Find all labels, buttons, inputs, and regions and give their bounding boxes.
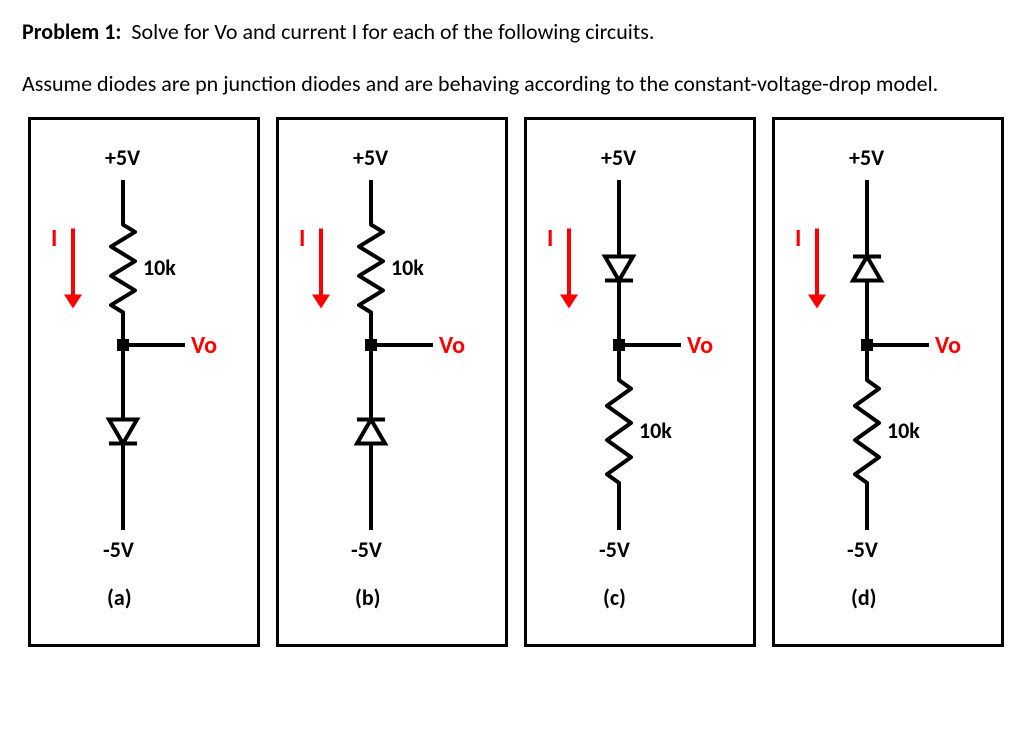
problem-title: Problem 1: Solve for Vo and current I fo…	[22, 18, 1002, 45]
current-label: I	[795, 224, 801, 253]
top-rail-label: +5V	[353, 144, 388, 171]
circuit-svg	[775, 120, 1001, 644]
bottom-rail-label: -5V	[103, 536, 134, 563]
vo-label: Vo	[935, 331, 961, 360]
circuit-panel-d: +5V -5V (d) I Vo 10k	[772, 117, 1004, 647]
resistor-label: 10k	[391, 254, 424, 281]
circuit-panel-c: +5V -5V (c) I Vo 10k	[524, 117, 756, 647]
panel-caption: (c)	[603, 584, 626, 611]
circuit-svg	[527, 120, 753, 644]
circuit-panel-a: +5V -5V (a) I Vo 10k	[28, 117, 260, 647]
bottom-rail-label: -5V	[847, 536, 878, 563]
vo-label: Vo	[687, 331, 713, 360]
current-label: I	[51, 224, 57, 253]
vo-label: Vo	[439, 331, 465, 360]
bottom-rail-label: -5V	[351, 536, 382, 563]
problem-statement: Solve for Vo and current I for each of t…	[131, 18, 654, 45]
top-rail-label: +5V	[105, 144, 140, 171]
resistor-label: 10k	[639, 417, 672, 444]
resistor-label: 10k	[887, 417, 920, 444]
assumption-text: Assume diodes are pn junction diodes and…	[22, 69, 1002, 99]
current-label: I	[547, 224, 553, 253]
circuit-svg	[279, 120, 505, 644]
panel-caption: (a)	[107, 584, 132, 611]
bottom-rail-label: -5V	[599, 536, 630, 563]
resistor-label: 10k	[143, 254, 176, 281]
circuits-row: +5V -5V (a) I Vo 10k +5V -5V (b) I Vo 10k +5V -5V (c) I…	[28, 117, 1002, 647]
circuit-panel-b: +5V -5V (b) I Vo 10k	[276, 117, 508, 647]
top-rail-label: +5V	[601, 144, 636, 171]
current-label: I	[299, 224, 305, 253]
vo-label: Vo	[191, 331, 217, 360]
panel-caption: (b)	[355, 584, 381, 611]
problem-number: Problem 1:	[22, 18, 121, 45]
circuit-svg	[31, 120, 257, 644]
top-rail-label: +5V	[849, 144, 884, 171]
panel-caption: (d)	[851, 584, 877, 611]
